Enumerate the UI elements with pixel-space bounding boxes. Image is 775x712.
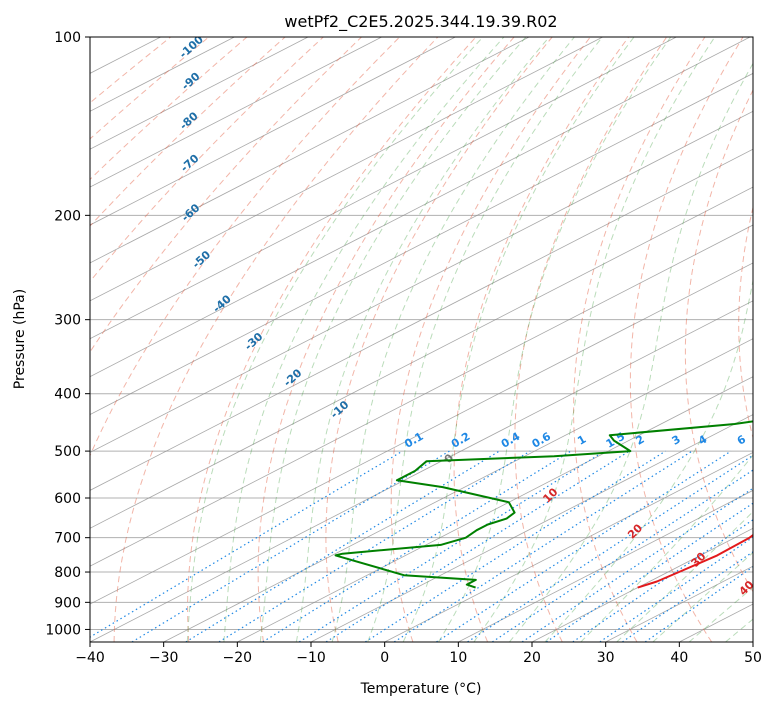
isotherm-line: [90, 37, 530, 264]
moist-adiabat-line: [402, 37, 635, 642]
dry-adiabats: [90, 37, 753, 642]
mixing-ratio-line: [262, 450, 572, 642]
isotherm-line: [90, 37, 309, 150]
x-tick-label: 40: [670, 650, 688, 666]
y-tick-label: 200: [54, 208, 81, 224]
moist-adiabat-line: [509, 62, 753, 642]
dry-adiabat-line: [573, 37, 706, 642]
x-tick-label: 50: [744, 650, 762, 666]
isotherm-line: [90, 300, 753, 642]
mixing-ratio-line: [436, 450, 732, 642]
mixing-ratio-line: [393, 450, 693, 642]
dry-adiabat-line: [453, 37, 630, 642]
y-tick-label: 900: [54, 595, 81, 611]
isotherm-line: [310, 414, 753, 642]
plot-frame: [89, 36, 754, 643]
x-tick-label: 0: [380, 650, 389, 666]
chart-title: wetPf2_C2E5.2025.344.19.39.R02: [284, 12, 557, 32]
mixing-ratio-lines: [90, 450, 753, 642]
isotherm-line: [90, 224, 753, 567]
dry-adiabat-line: [325, 37, 553, 642]
isotherm-line: [90, 148, 753, 491]
isotherm-line: [163, 338, 753, 642]
mixing-ratio-line: [90, 450, 403, 638]
dry-adiabat-line: [90, 37, 400, 457]
dry-adiabat-line: [629, 37, 744, 642]
isotherm-line: [90, 186, 753, 529]
sounding-series: [334, 420, 753, 589]
mixing-ratio-line: [545, 502, 753, 642]
isotherm-line: [237, 376, 753, 642]
isotherm-line: [531, 527, 753, 642]
x-tick-label: 10: [449, 650, 467, 666]
mixing-ratio-line: [599, 536, 753, 642]
y-tick-label: 400: [54, 387, 81, 403]
y-tick-label: 800: [54, 565, 81, 581]
moist-adiabat-line: [295, 37, 550, 642]
y-tick-label: 300: [54, 313, 81, 329]
x-axis-label: Temperature (°C): [360, 681, 482, 697]
x-tick-label: −30: [149, 650, 179, 666]
dry-adiabat-line: [187, 37, 477, 642]
isotherm-line: [90, 37, 677, 340]
isotherm-line: [90, 110, 753, 453]
dewpoint-profile-line: [334, 420, 753, 589]
mixing-ratio-line: [131, 450, 450, 642]
isotherm-line: [458, 489, 753, 642]
isotherm-line: [90, 37, 382, 188]
mixing-ratio-line: [185, 450, 500, 642]
mixing-ratio-line: [622, 551, 753, 642]
x-tick-label: −20: [223, 650, 253, 666]
moist-adiabat-line: [259, 37, 527, 642]
moist-adiabat-line: [652, 551, 753, 642]
moist-adiabat-line: [580, 454, 753, 642]
moist-adiabat-line: [367, 37, 603, 642]
y-tick-label: 100: [54, 30, 81, 46]
isotherm-line: [384, 452, 753, 642]
isotherm-line: [90, 37, 456, 226]
isotherm-lines: [90, 37, 753, 642]
mixing-ratio-line: [644, 566, 753, 642]
isotherm-line: [90, 37, 751, 378]
mixing-ratio-line: [218, 450, 531, 642]
x-tick-label: −10: [296, 650, 326, 666]
axis-ticks: −40 −30 −20 −10 0 10 20 30 40 50 100 200 300 400 500 60…: [45, 30, 762, 666]
dry-adiabat-line: [684, 88, 753, 593]
y-tick-label: 500: [54, 444, 81, 460]
y-tick-label: 700: [54, 531, 81, 547]
isotherm-line: [90, 262, 753, 605]
mixing-ratio-line: [521, 487, 753, 642]
dry-adiabat-line: [113, 37, 439, 642]
dry-adiabat-line: [514, 37, 668, 642]
moist-adiabat-line: [616, 510, 753, 642]
x-tick-label: 30: [597, 650, 615, 666]
moist-adiabat-line: [688, 586, 753, 642]
dry-adiabat-line: [90, 37, 362, 353]
isotherm-line: [90, 72, 753, 415]
y-tick-label: 600: [54, 491, 81, 507]
mixing-ratio-line: [572, 519, 753, 642]
dry-adiabat-line: [257, 37, 515, 642]
y-tick-label: 1000: [45, 622, 81, 638]
x-tick-label: 20: [523, 650, 541, 666]
moist-adiabat-line: [473, 37, 716, 642]
moist-adiabat-line: [186, 37, 484, 642]
dry-adiabat-line: [390, 37, 591, 642]
isotherm-line: [90, 37, 603, 302]
dry-adiabat-line: [738, 205, 753, 440]
x-tick-label: −40: [75, 650, 105, 666]
y-axis-label: Pressure (hPa): [12, 289, 28, 389]
moist-adiabat-line: [331, 37, 575, 642]
moist-adiabat-line: [223, 37, 505, 642]
mixing-ratio-line: [364, 450, 666, 642]
